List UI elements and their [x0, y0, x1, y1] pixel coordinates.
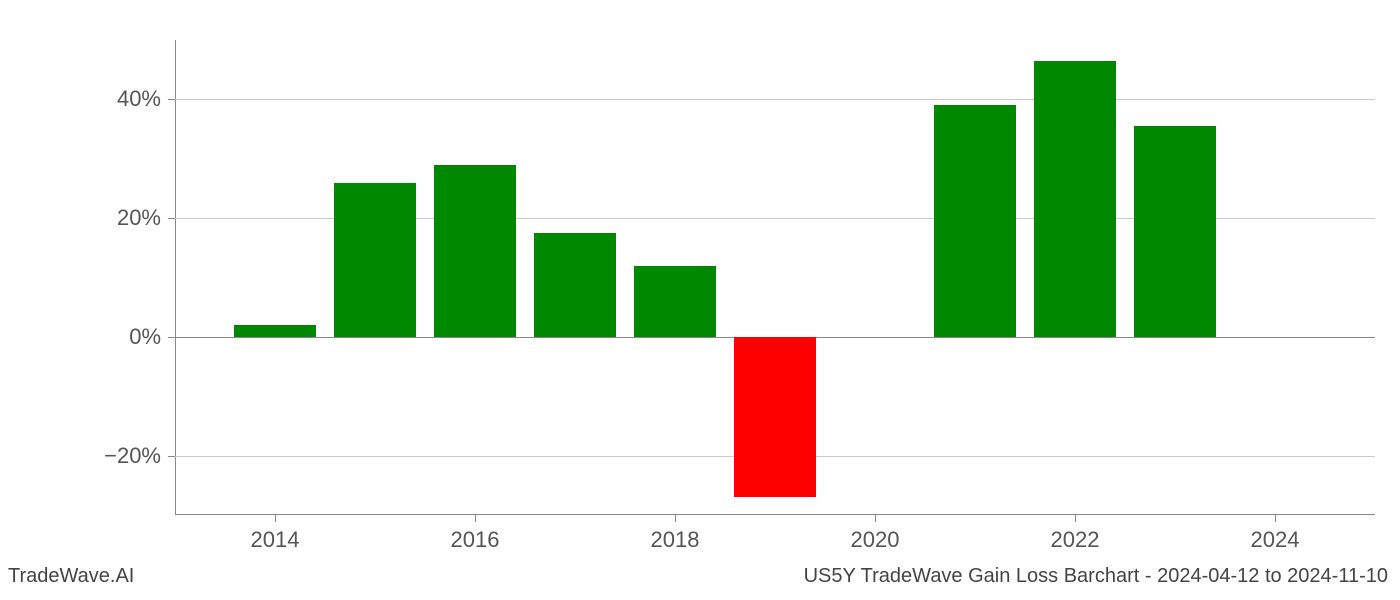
x-tick-label: 2024	[1251, 527, 1300, 553]
x-tick-mark	[275, 515, 276, 522]
x-tick-mark	[1075, 515, 1076, 522]
x-tick-label: 2014	[251, 527, 300, 553]
x-tick-mark	[675, 515, 676, 522]
bar	[934, 105, 1016, 337]
y-axis-line	[175, 40, 176, 515]
y-tick-label: 20%	[117, 205, 161, 231]
y-tick-label: 40%	[117, 86, 161, 112]
x-tick-mark	[475, 515, 476, 522]
bar	[734, 337, 816, 497]
x-tick-label: 2020	[851, 527, 900, 553]
gridline	[175, 99, 1375, 100]
y-tick-label: 0%	[129, 324, 161, 350]
x-axis-line	[175, 514, 1375, 515]
x-tick-label: 2018	[651, 527, 700, 553]
bar	[1134, 126, 1216, 337]
bar	[234, 325, 316, 337]
x-tick-mark	[1275, 515, 1276, 522]
y-tick-mark	[168, 218, 175, 219]
footer-brand: TradeWave.AI	[8, 565, 134, 588]
y-tick-mark	[168, 337, 175, 338]
plot-region: −20%0%20%40%201420162018202020222024	[175, 40, 1375, 515]
x-tick-mark	[875, 515, 876, 522]
bar	[1034, 61, 1116, 337]
bar	[334, 183, 416, 337]
footer-caption: US5Y TradeWave Gain Loss Barchart - 2024…	[804, 565, 1388, 588]
chart-area: −20%0%20%40%201420162018202020222024	[175, 40, 1375, 515]
bar	[434, 165, 516, 337]
bar	[634, 266, 716, 337]
x-tick-label: 2022	[1051, 527, 1100, 553]
bar	[534, 233, 616, 337]
y-tick-label: −20%	[104, 443, 161, 469]
y-tick-mark	[168, 456, 175, 457]
y-tick-mark	[168, 99, 175, 100]
x-tick-label: 2016	[451, 527, 500, 553]
